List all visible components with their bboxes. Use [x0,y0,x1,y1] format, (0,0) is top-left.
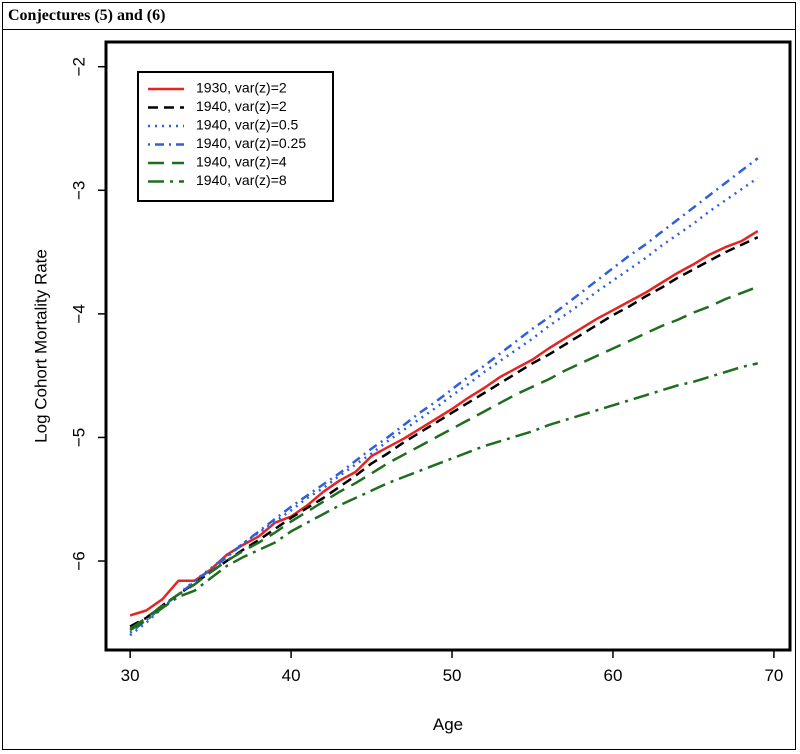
x-tick-label: 50 [443,666,462,685]
x-tick-label: 60 [604,666,623,685]
series-layer [129,157,759,637]
legend-box [137,71,334,202]
series-line-3 [129,176,759,637]
y-tick-label: −5 [69,428,88,447]
y-tick-label: −6 [69,551,88,570]
legend-label-2: 1940, var(z)=2 [196,98,287,114]
plot-area [104,40,792,652]
x-axis: 30 40 50 60 70 [121,650,783,685]
legend-label-3: 1940, var(z)=0.5 [196,117,299,133]
legend: 1930, var(z)=2 1940, var(z)=2 1940, var(z)… [137,71,334,202]
series-line-2 [129,236,759,628]
x-tick-label: 40 [282,666,301,685]
y-tick-label: −3 [69,181,88,200]
x-tick-label: 70 [764,666,783,685]
series-line-4 [129,157,759,634]
x-axis-title: Age [433,715,463,734]
y-tick-label: −4 [69,304,88,323]
y-axis: −2 −3 −4 −5 −6 [69,57,106,571]
series-line-5 [129,285,759,631]
figure-title: Conjectures (5) and (6) [8,7,166,24]
legend-label-4: 1940, var(z)=0.25 [196,135,306,151]
y-tick-label: −2 [69,57,88,76]
x-tick-label: 30 [121,666,140,685]
figure-header: Conjectures (5) and (6) [2,2,796,30]
series-line-6 [129,362,759,632]
legend-label-1: 1930, var(z)=2 [196,80,287,96]
legend-label-6: 1940, var(z)=8 [196,172,287,188]
y-axis-title: Log Cohort Mortality Rate [31,249,50,443]
legend-label-5: 1940, var(z)=4 [196,154,287,170]
